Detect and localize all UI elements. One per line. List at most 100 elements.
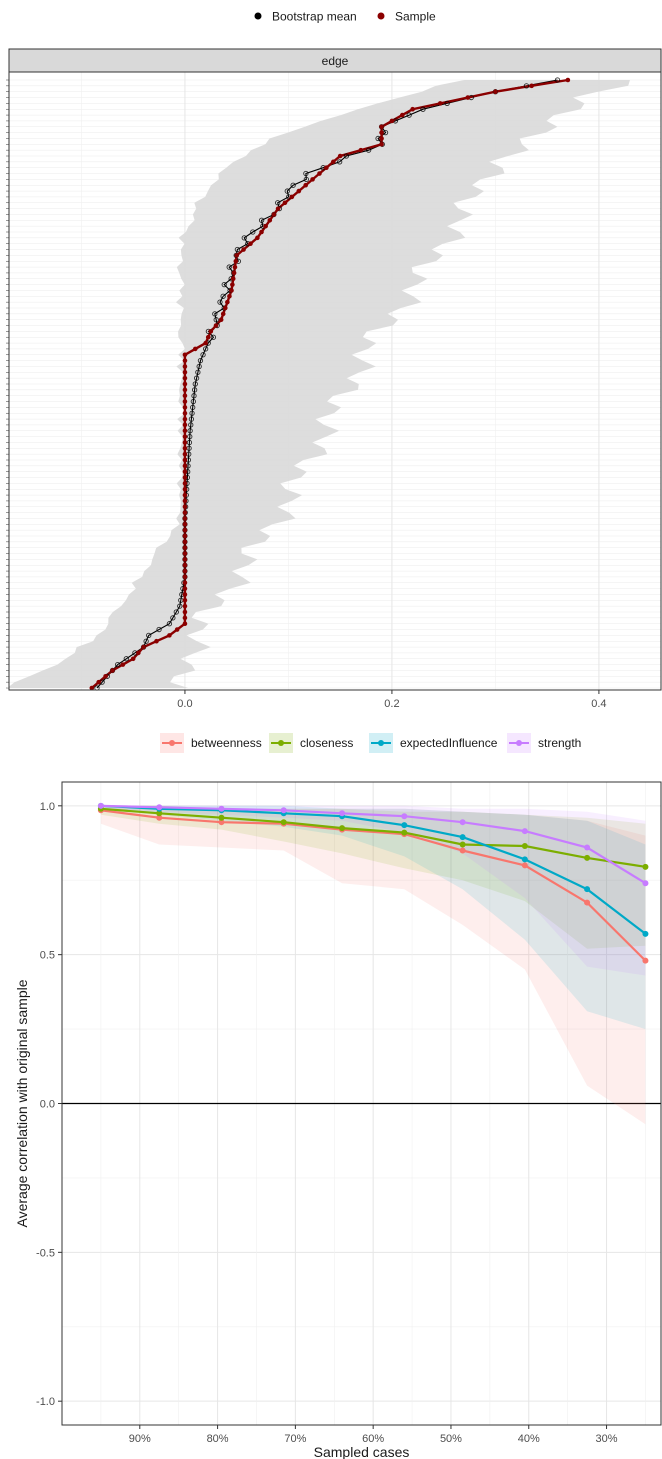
- data-point-closeness: [156, 810, 163, 817]
- sample-point: [182, 463, 188, 469]
- sample-point: [337, 153, 343, 159]
- series-points-strength: [97, 802, 649, 887]
- sample-point: [110, 668, 115, 673]
- bootstrap-mean-point: [234, 246, 241, 253]
- bootstrap-mean-point: [200, 352, 206, 358]
- sample-point: [182, 428, 188, 434]
- sample-point: [379, 130, 384, 135]
- bootstrap-mean-point: [444, 100, 450, 107]
- sample-point: [389, 118, 395, 124]
- sample-point: [437, 101, 443, 106]
- sample-point: [182, 457, 188, 463]
- sample-point: [182, 469, 188, 474]
- data-point-betweenness: [218, 819, 225, 826]
- confidence-band: [7, 80, 631, 688]
- sample-point: [182, 416, 188, 422]
- sample-point: [182, 352, 188, 358]
- y-axis-title: Average correlation with original sample: [14, 979, 30, 1227]
- sample-point: [182, 481, 188, 486]
- sample-point: [227, 294, 232, 299]
- bootstrap-mean-points: [94, 77, 561, 691]
- bootstrap-mean-point: [143, 638, 149, 644]
- sample-point: [182, 510, 188, 515]
- legend-label-betweenness: betweenness: [191, 736, 262, 750]
- bootstrap-mean-point: [192, 381, 198, 387]
- x-tick-label: 0.4: [591, 698, 606, 710]
- bootstrap-mean-point: [343, 153, 350, 159]
- x-tick-label: 0.2: [384, 698, 399, 710]
- bootstrap-mean-point: [217, 299, 223, 305]
- sample-point: [255, 235, 260, 241]
- sample-point: [379, 142, 384, 147]
- data-point-closeness: [521, 843, 528, 850]
- sample-point: [182, 410, 188, 416]
- sample-point: [182, 568, 188, 574]
- bootstrap-mean-point: [336, 159, 343, 165]
- sample-point: [465, 95, 471, 100]
- data-point-closeness: [642, 863, 649, 870]
- ribbon-strength: [100, 805, 646, 976]
- sample-point: [182, 609, 188, 615]
- data-point-strength: [156, 804, 163, 811]
- x-axis-title: Sampled cases: [314, 1444, 410, 1459]
- bootstrap-mean-point: [250, 229, 256, 235]
- data-point-strength: [521, 828, 528, 835]
- sample-point: [182, 434, 188, 439]
- sample-point: [229, 288, 234, 293]
- sample-point: [182, 422, 188, 428]
- bootstrap-mean-point: [303, 170, 309, 177]
- bootstrap-mean-point: [188, 422, 194, 428]
- sample-point: [230, 282, 235, 287]
- data-point-expectedInfluence: [401, 822, 408, 829]
- sample-point: [182, 370, 188, 375]
- sample-point: [167, 633, 172, 638]
- sample-point: [182, 586, 188, 591]
- data-point-strength: [218, 805, 225, 812]
- legend-label-expectedInfluence: expectedInfluence: [400, 736, 498, 750]
- bootstrap-mean-point: [202, 346, 209, 352]
- legend-label-sample: Sample: [395, 10, 436, 24]
- sample-point: [182, 440, 188, 445]
- series-line-strength: [100, 804, 646, 885]
- data-point-strength: [642, 880, 649, 887]
- sample-point: [192, 346, 198, 352]
- bootstrap-mean-point: [258, 217, 265, 223]
- sample-point: [218, 317, 224, 322]
- bootstrap-mean-point: [193, 375, 200, 381]
- sample-point: [182, 522, 188, 527]
- data-point-closeness: [280, 819, 287, 826]
- sample-point: [220, 311, 226, 317]
- sample-point: [103, 674, 108, 679]
- bootstrap-mean-point: [290, 182, 296, 188]
- stability-chart: betweenness closeness expectedInfluence str…: [14, 733, 662, 1459]
- sample-point: [232, 264, 238, 270]
- sample-point: [330, 159, 336, 165]
- data-point-betweenness: [521, 862, 528, 869]
- sample-point: [203, 340, 208, 346]
- sample-point: [182, 598, 188, 603]
- bootstrap-mean-point: [197, 357, 204, 364]
- sample-point: [182, 603, 188, 609]
- sample-point: [303, 182, 308, 188]
- sample-point: [182, 498, 188, 504]
- sample-point: [259, 229, 264, 235]
- data-point-closeness: [401, 829, 408, 836]
- sample-point: [208, 329, 214, 334]
- x-tick-label: 70%: [284, 1433, 306, 1445]
- legend-label-bootstrap-mean: Bootstrap mean: [272, 10, 357, 24]
- bootstrap-mean-point: [191, 387, 198, 393]
- sample-point: [182, 405, 188, 410]
- bootstrap-mean-point: [190, 398, 196, 405]
- data-point-closeness: [218, 814, 225, 821]
- bootstrap-mean-point: [156, 626, 162, 633]
- sample-point: [379, 136, 384, 141]
- sample-point: [317, 171, 322, 176]
- legend-item-closeness: closeness: [269, 733, 353, 753]
- sample-point: [182, 475, 188, 480]
- legend-key-bootstrap-mean: [254, 12, 262, 20]
- sample-point: [399, 112, 405, 118]
- sample-point: [136, 650, 141, 656]
- bootstrap-mean-point: [189, 410, 195, 416]
- ribbon-betweenness: [100, 805, 646, 1125]
- bootstrap-mean-point: [365, 147, 372, 153]
